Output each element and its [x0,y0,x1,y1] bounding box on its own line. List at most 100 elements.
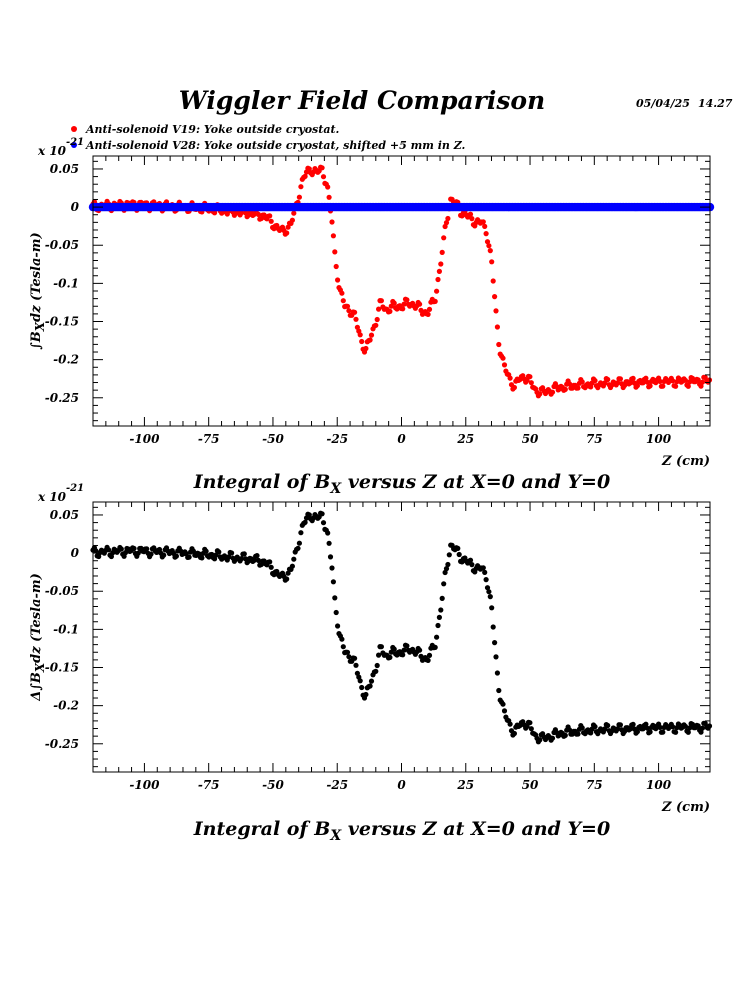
data-point [511,730,517,737]
data-point [387,308,393,314]
data-point [446,552,452,558]
data-point [588,730,594,736]
data-point [339,290,345,296]
data-point [657,378,663,384]
data-point [357,678,363,684]
data-point [670,724,676,730]
data-point [660,729,666,735]
legend-marker-v28 [71,142,77,148]
top-panel-ticks: -100 -75 -50 -25 0 25 50 75 100 0.05 0 -0.05 -0.1 -0.… [45,156,711,446]
data-point [96,553,102,560]
data-point [401,647,407,653]
data-point [501,708,508,714]
data-point [492,294,498,300]
data-point [484,585,491,591]
data-point [496,341,502,348]
data-point [486,589,492,595]
data-point [438,261,444,267]
data-point [592,724,598,730]
data-point [442,223,448,230]
data-point [482,569,488,576]
data-point [441,581,447,587]
top-panel-caption: Integral of BX versus Z at X=0 and Y=0 [193,471,610,497]
data-point [484,239,491,245]
x-tick-label: 0 [397,778,406,792]
data-point [306,512,312,518]
data-point [106,547,112,553]
data-point [332,595,338,601]
data-point [339,636,345,642]
data-point [695,723,701,729]
data-point [400,306,406,312]
data-point [161,552,167,558]
x-tick-label: -75 [198,778,220,792]
data-point [617,722,624,728]
data-point [268,564,274,570]
data-point [378,644,384,650]
bottom-panel-marks [90,510,713,745]
data-point [131,545,137,552]
y-tick-label: -0.15 [45,315,79,329]
data-point [374,662,380,669]
top-panel: -100 -75 -50 -25 0 25 50 75 100 0.05 0 -0.05 -0.1 -0.… [29,137,715,497]
data-point [238,556,245,562]
data-point [441,235,447,241]
data-point [285,224,291,230]
data-point [302,519,308,526]
data-point [682,723,689,729]
data-point [482,223,488,229]
data-point [490,624,496,630]
y-tick-label: 0 [71,546,80,560]
data-point [284,576,290,582]
data-point [330,579,336,585]
data-point [647,729,653,735]
data-point [643,375,649,381]
data-point [108,553,114,560]
data-point [291,210,297,216]
data-point [326,540,332,546]
data-point [494,670,500,676]
data-point [698,729,704,735]
data-point [296,194,302,200]
data-point [487,248,493,254]
data-point [289,563,295,569]
x-tick-label: -50 [262,432,284,446]
data-point [296,540,302,546]
y-tick-label: -0.2 [53,353,79,367]
data-point [216,549,222,555]
y-tick-label: -0.15 [45,661,79,675]
data-point [400,652,406,658]
data-point [486,243,492,249]
data-point [575,731,581,737]
data-point [255,211,261,217]
data-point [327,554,334,560]
legend-marker-v19 [71,126,77,132]
data-point [391,300,397,306]
x-tick-label: -75 [198,432,220,446]
data-point [352,309,358,315]
data-point [698,383,704,389]
data-point [344,303,351,309]
data-point [524,377,530,383]
data-point [306,166,312,172]
data-point [627,726,633,732]
data-point [615,726,621,732]
data-point [190,548,196,554]
data-point [549,389,556,395]
y-tick-label: 0.05 [50,508,79,522]
data-point [501,362,508,368]
data-point [404,643,410,649]
data-point [432,298,438,304]
data-point [500,701,506,707]
data-point [376,652,382,658]
data-point [537,391,543,397]
data-point [455,545,461,552]
y-tick-label: 0 [71,200,80,214]
data-point [434,634,440,640]
data-point [644,379,650,385]
x-tick-label: -50 [262,778,284,792]
data-point [373,322,379,328]
data-point [492,640,498,646]
data-point [425,657,431,664]
data-point [404,297,410,303]
